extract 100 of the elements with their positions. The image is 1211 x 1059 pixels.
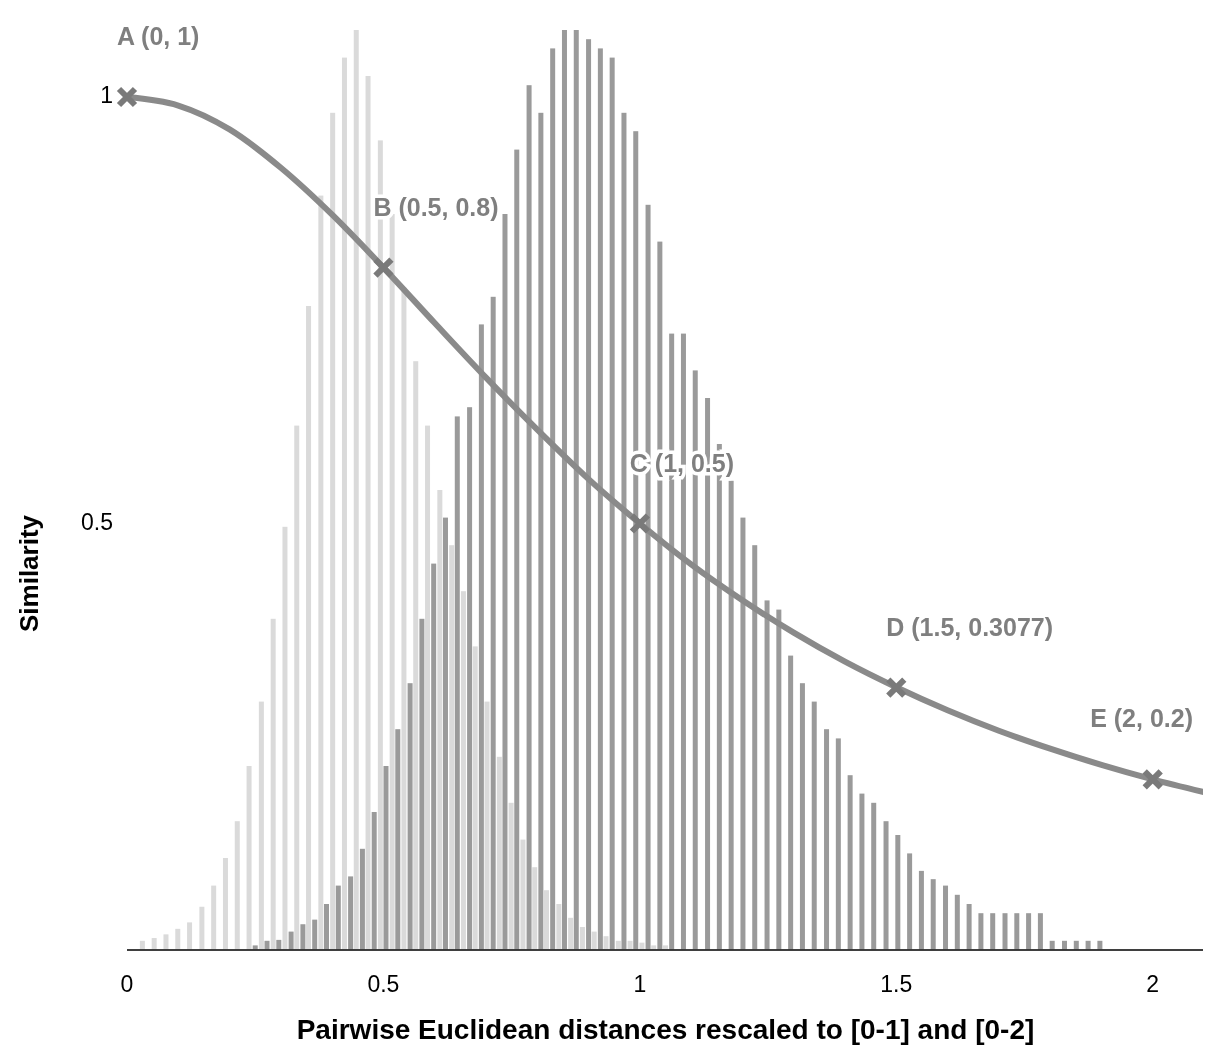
bar: [788, 655, 794, 950]
bar: [550, 48, 556, 950]
bar: [270, 618, 276, 950]
bar: [371, 812, 377, 950]
x-tick-label: 0.5: [367, 971, 400, 997]
annotation: E (2, 0.2): [1090, 704, 1193, 733]
bar: [1002, 913, 1008, 950]
bar: [353, 30, 359, 950]
bar: [621, 112, 627, 950]
bar: [811, 701, 817, 950]
annotation: A (0, 1): [117, 22, 200, 50]
bar: [282, 526, 288, 950]
bar: [609, 57, 615, 950]
bar: [425, 425, 431, 950]
bar: [740, 517, 746, 950]
bar: [520, 839, 526, 950]
bar: [348, 876, 354, 950]
bar: [1026, 913, 1032, 950]
bar: [918, 870, 924, 950]
bar: [288, 931, 294, 950]
bar: [532, 867, 538, 950]
bar: [211, 885, 217, 950]
bar: [776, 609, 782, 950]
bar: [597, 48, 603, 950]
bar: [175, 928, 181, 950]
bar: [603, 936, 609, 950]
bar: [799, 683, 805, 950]
bar: [442, 517, 448, 950]
bar: [591, 931, 597, 950]
bar: [954, 894, 960, 950]
bar: [199, 906, 205, 950]
bar: [496, 756, 502, 950]
bar: [645, 204, 651, 950]
point: [1141, 768, 1164, 791]
bar: [413, 361, 419, 950]
x-tick-label: 1.5: [880, 971, 913, 997]
bar: [365, 76, 371, 950]
bar: [943, 885, 949, 950]
bar: [460, 591, 466, 950]
annotation: D (1.5, 0.3077): [886, 612, 1054, 641]
bar: [258, 701, 264, 950]
bar: [341, 57, 347, 950]
bar: [930, 879, 936, 950]
point: [372, 256, 395, 279]
bar: [561, 30, 567, 950]
bar: [431, 563, 437, 950]
bar: [478, 324, 484, 950]
bar: [835, 738, 841, 950]
bar: [752, 545, 758, 950]
point: [628, 512, 651, 535]
bar: [573, 30, 579, 950]
point: [885, 676, 908, 699]
bar: [514, 149, 520, 950]
bar: [437, 490, 443, 950]
x-tick-label: 0: [120, 971, 134, 997]
bar: [151, 938, 157, 950]
bar: [1014, 913, 1020, 950]
point: [116, 86, 138, 108]
bar: [389, 214, 395, 950]
bar: [187, 922, 193, 950]
bar: [359, 848, 365, 950]
bar: [895, 835, 901, 950]
bar: [824, 729, 830, 950]
bar: [222, 858, 228, 950]
bar: [990, 913, 996, 950]
bar: [764, 600, 770, 950]
bar: [579, 927, 585, 950]
bar: [544, 890, 550, 950]
bar: [163, 934, 169, 950]
x-axis-title: Pairwise Euclidean distances rescaled to [0-1] and [0-2]: [296, 1014, 1035, 1045]
bar: [728, 480, 734, 950]
bar: [538, 112, 544, 950]
bar: [472, 646, 478, 950]
bar: [526, 85, 532, 950]
bar: [449, 545, 455, 950]
x-tick-label: 2: [1146, 971, 1160, 997]
bar: [335, 885, 341, 950]
bar: [859, 793, 865, 950]
annotation: B (0.5, 0.8): [373, 192, 499, 221]
bar: [978, 913, 984, 950]
bar: [966, 904, 972, 950]
bar: [871, 802, 877, 950]
bar: [883, 821, 889, 950]
bar: [1037, 913, 1043, 950]
bar: [324, 904, 329, 950]
bar: [312, 919, 318, 950]
bar: [330, 112, 336, 950]
bar: [556, 904, 562, 950]
bar: [454, 416, 460, 950]
bar: [294, 425, 300, 950]
bar: [318, 195, 324, 950]
bar: [306, 306, 312, 950]
bar: [490, 296, 496, 950]
bar: [383, 766, 389, 950]
bar: [484, 701, 490, 950]
bar: [847, 775, 853, 950]
bar: [502, 214, 508, 950]
bar: [300, 924, 306, 950]
y-axis-title: Similarity: [14, 514, 44, 633]
bar: [508, 802, 514, 950]
